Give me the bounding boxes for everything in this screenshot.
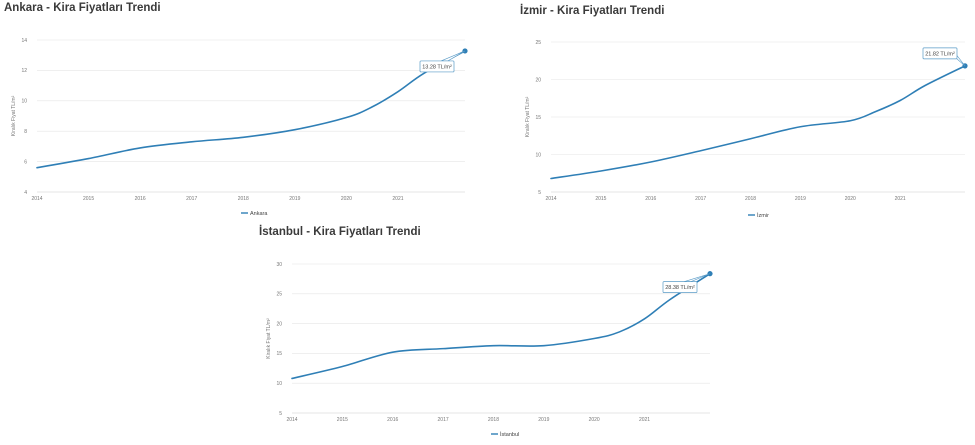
x-tick-label: 2015: [595, 196, 606, 202]
y-tick-label: 20: [276, 321, 282, 327]
y-tick-label: 5: [279, 411, 282, 417]
x-tick-label: 2019: [795, 196, 806, 202]
series-line: [550, 65, 966, 180]
ankara-line-chart: 4 6 8 10 12 14 2014 2015 2016 2017 2018 2019 2020 202…: [11, 38, 468, 217]
x-tick-label: 2014: [31, 196, 42, 202]
x-tick-label: 2016: [387, 417, 398, 423]
tooltip-value: 28.38 TL/m²: [665, 285, 695, 291]
y-tick-label: 8: [24, 129, 27, 135]
legend-item[interactable]: İstanbul: [500, 431, 519, 438]
legend-item[interactable]: Ankara: [250, 211, 268, 217]
x-tick-label: 2016: [645, 196, 656, 202]
y-tick-label: 25: [276, 292, 282, 298]
tooltip-value: 13.28 TL/m²: [422, 64, 452, 70]
y-tick-label: 5: [538, 190, 541, 196]
x-tick-label: 2015: [83, 196, 94, 202]
x-tick-label: 2017: [438, 417, 449, 423]
y-axis-label: Kiralık Fiyat TL/m²: [525, 96, 531, 137]
y-axis-label: Kiralık Fiyat TL/m²: [266, 318, 272, 359]
x-tick-label: 2019: [538, 417, 549, 423]
x-tick-label: 2018: [745, 196, 756, 202]
legend-item[interactable]: İzmir: [757, 212, 769, 219]
y-tick-label: 10: [276, 381, 282, 387]
x-tick-label: 2020: [589, 417, 600, 423]
x-tick-label: 2015: [337, 417, 348, 423]
y-tick-label: 10: [535, 152, 541, 158]
chart-title: Ankara - Kira Fiyatları Trendi: [4, 2, 161, 14]
y-tick-label: 10: [21, 99, 27, 105]
series-line: [36, 50, 466, 169]
y-tick-label: 14: [21, 38, 27, 44]
y-tick-label: 4: [24, 190, 27, 196]
x-tick-label: 2020: [341, 196, 352, 202]
x-tick-label: 2018: [238, 196, 249, 202]
x-tick-label: 2014: [286, 417, 297, 423]
tooltip-box: [662, 281, 698, 294]
y-tick-label: 30: [276, 262, 282, 268]
x-tick-label: 2018: [488, 417, 499, 423]
x-tick-label: 2014: [545, 196, 556, 202]
x-tick-label: 2020: [845, 196, 856, 202]
x-tick-label: 2019: [289, 196, 300, 202]
x-tick-label: 2021: [639, 417, 650, 423]
y-tick-label: 12: [21, 68, 27, 74]
izmir-line-chart: 5 10 15 20 25 2014 2015 2016 2017 2018 2019 2020 202…: [525, 40, 968, 219]
chart-title: İstanbul - Kira Fiyatları Trendi: [259, 226, 421, 238]
istanbul-line-chart: 5 10 15 20 25 30 2014 2015 2016 2017 2018 2019 2020 2…: [266, 262, 713, 438]
tooltip-box: [922, 47, 958, 60]
izmir-chart-panel: İzmir - Kira Fiyatları Trendi 5 10 15 20 25 2…: [510, 0, 975, 225]
x-tick-label: 2021: [392, 196, 403, 202]
y-tick-label: 20: [535, 77, 541, 83]
callout-pointer: [440, 50, 466, 62]
chart-title: İzmir - Kira Fiyatları Trendi: [520, 5, 665, 17]
istanbul-chart-panel: İstanbul - Kira Fiyatları Trendi 5 10 15 20…: [245, 222, 735, 445]
y-tick-label: 15: [276, 351, 282, 357]
callout-pointer: [683, 273, 711, 282]
x-tick-label: 2016: [135, 196, 146, 202]
x-tick-label: 2017: [186, 196, 197, 202]
series-line: [291, 272, 711, 380]
y-tick-label: 6: [24, 159, 27, 165]
y-tick-label: 15: [535, 115, 541, 121]
y-axis-label: Kiralık Fiyat TL/m²: [11, 95, 17, 136]
tooltip-box: [419, 60, 455, 73]
tooltip-value: 21.82 TL/m²: [925, 51, 955, 57]
x-tick-label: 2017: [695, 196, 706, 202]
y-tick-label: 25: [535, 40, 541, 46]
ankara-chart-panel: Ankara - Kira Fiyatları Trendi 4 6 8 10 12 14…: [0, 0, 490, 225]
x-tick-label: 2021: [895, 196, 906, 202]
